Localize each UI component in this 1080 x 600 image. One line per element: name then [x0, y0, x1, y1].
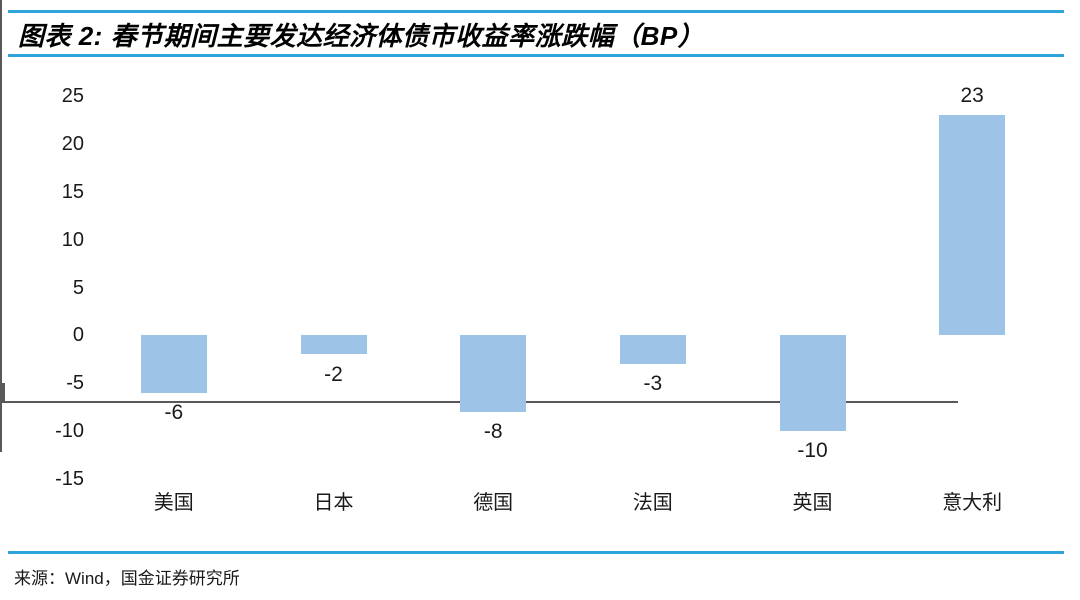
bar-1: [300, 335, 367, 355]
top-divider: [8, 10, 1064, 13]
y-axis-tick: [0, 397, 5, 399]
x-axis-tick: [0, 431, 2, 438]
y-tick-label: 25: [61, 85, 84, 107]
source-note: 来源：Wind，国金证券研究所: [14, 569, 240, 588]
y-axis-tick: [0, 391, 5, 393]
x-axis-tick: [0, 410, 2, 417]
y-tick-label: -15: [55, 468, 84, 490]
y-axis-tick: [0, 385, 5, 387]
bar-3: [619, 335, 686, 365]
x-axis-tick: [0, 445, 2, 452]
bar-5: [939, 115, 1006, 336]
y-tick-label: -5: [66, 372, 84, 395]
data-label: -8: [483, 420, 503, 443]
category-label: 意大利: [942, 492, 1003, 514]
y-tick-label: 0: [72, 324, 84, 347]
y-tick-label: 15: [61, 180, 84, 203]
figure-title: 图表 2: 春节期间主要发达经济体债市收益率涨跌幅（BP）: [18, 21, 705, 51]
x-axis-tick: [0, 417, 2, 424]
y-axis-tick: [0, 389, 5, 391]
x-axis-tick: [0, 438, 2, 445]
data-label: -10: [797, 439, 828, 463]
y-axis-tick: [0, 399, 5, 401]
data-label: -6: [164, 400, 184, 424]
bar-4: [779, 335, 846, 432]
category-label: 日本: [313, 492, 354, 514]
title-divider: [8, 54, 1064, 57]
y-tick-label: 5: [72, 276, 84, 299]
y-tick-label: 20: [61, 132, 84, 155]
y-axis-tick: [0, 395, 5, 397]
category-label: 法国: [632, 492, 673, 514]
footer-divider: [8, 551, 1064, 554]
bar-2: [460, 335, 527, 412]
data-label: -2: [324, 362, 343, 386]
x-axis-tick: [0, 403, 2, 410]
category-label: 美国: [153, 492, 194, 514]
category-label: 英国: [792, 492, 833, 514]
y-axis-tick: [0, 393, 5, 395]
category-label: 德国: [473, 492, 514, 514]
data-label: 23: [960, 84, 984, 108]
y-tick-label: 10: [61, 228, 84, 251]
y-axis-tick: [0, 383, 5, 385]
y-tick-label: -10: [55, 420, 84, 443]
x-axis-tick: [0, 424, 2, 431]
y-axis-tick: [0, 387, 5, 389]
data-label: -3: [643, 372, 663, 396]
y-axis-line: [0, 0, 2, 383]
bar-0: [140, 335, 207, 393]
